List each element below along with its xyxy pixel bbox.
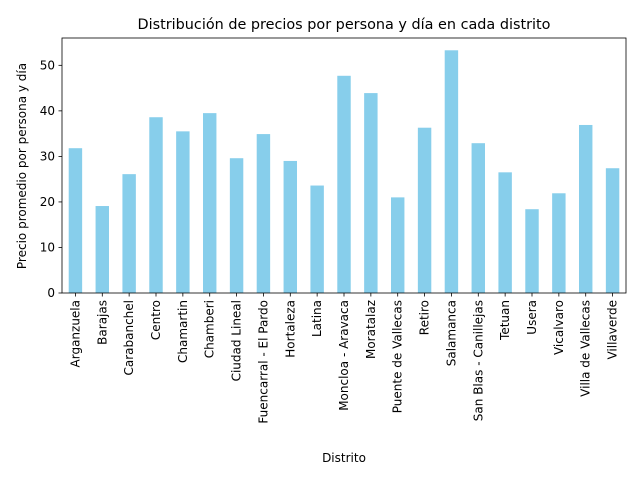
bar (310, 185, 324, 293)
x-tick-label: Ciudad Lineal (230, 300, 244, 381)
x-ticks-group: Arganzuela Barajas Carabanchel Centro Chamar… (68, 293, 620, 424)
plot-frame (61, 37, 627, 294)
bar (417, 127, 432, 294)
x-tick-label: San Blas - Canillejas (471, 300, 485, 421)
x-tick-label: Fuencarral - El Pardo (256, 300, 270, 424)
x-tick-label: Moncloa - Aravaca (337, 300, 351, 411)
bar (203, 113, 217, 293)
y-tick-label: 10 (40, 240, 55, 254)
bar (525, 209, 539, 293)
chart-title: Distribución de precios por persona y dí… (138, 17, 551, 33)
bar (391, 197, 405, 294)
bar (605, 168, 620, 293)
bar (176, 131, 190, 293)
bar (283, 160, 297, 293)
bars-group (68, 50, 620, 294)
x-tick-label: Arganzuela (68, 300, 82, 367)
bar (579, 124, 593, 293)
bar (122, 174, 136, 293)
bar (149, 117, 163, 293)
x-tick-label: Puente de Vallecas (391, 300, 405, 413)
bar (68, 148, 83, 293)
y-tick-label: 50 (40, 58, 55, 72)
x-tick-label: Vicalvaro (552, 300, 566, 355)
x-tick-label: Chamartin (176, 300, 190, 363)
x-tick-label: Carabanchel (122, 300, 136, 376)
x-tick-label: Villaverde (606, 300, 620, 360)
bar (444, 50, 459, 293)
x-tick-label: Moratalaz (364, 300, 378, 359)
x-tick-label: Barajas (95, 300, 109, 345)
y-axis-label: Precio promedio por persona y día (15, 63, 29, 269)
y-tick-label: 40 (40, 104, 55, 118)
x-tick-label: Villa de Vallecas (579, 300, 593, 397)
bar (229, 158, 244, 293)
x-tick-label: Usera (525, 300, 539, 335)
x-axis-label: Distrito (322, 451, 366, 465)
y-tick-label: 30 (40, 149, 55, 163)
bar (498, 172, 512, 293)
y-tick-label: 0 (47, 286, 55, 300)
x-tick-label: Chamberi (203, 300, 217, 358)
x-tick-label: Hortaleza (283, 300, 297, 358)
x-tick-label: Retiro (418, 300, 432, 335)
bar (337, 75, 351, 293)
x-tick-label: Centro (149, 300, 163, 340)
bar (256, 134, 271, 293)
x-tick-label: Latina (310, 300, 324, 337)
x-tick-label: Salamanca (444, 300, 458, 366)
y-ticks-group: 0 10 20 30 40 50 (40, 58, 62, 300)
bar (471, 143, 485, 293)
x-tick-label: Tetuan (498, 300, 512, 341)
bar (552, 193, 566, 293)
bar (364, 93, 378, 293)
y-tick-label: 20 (40, 195, 55, 209)
bar (95, 206, 109, 293)
